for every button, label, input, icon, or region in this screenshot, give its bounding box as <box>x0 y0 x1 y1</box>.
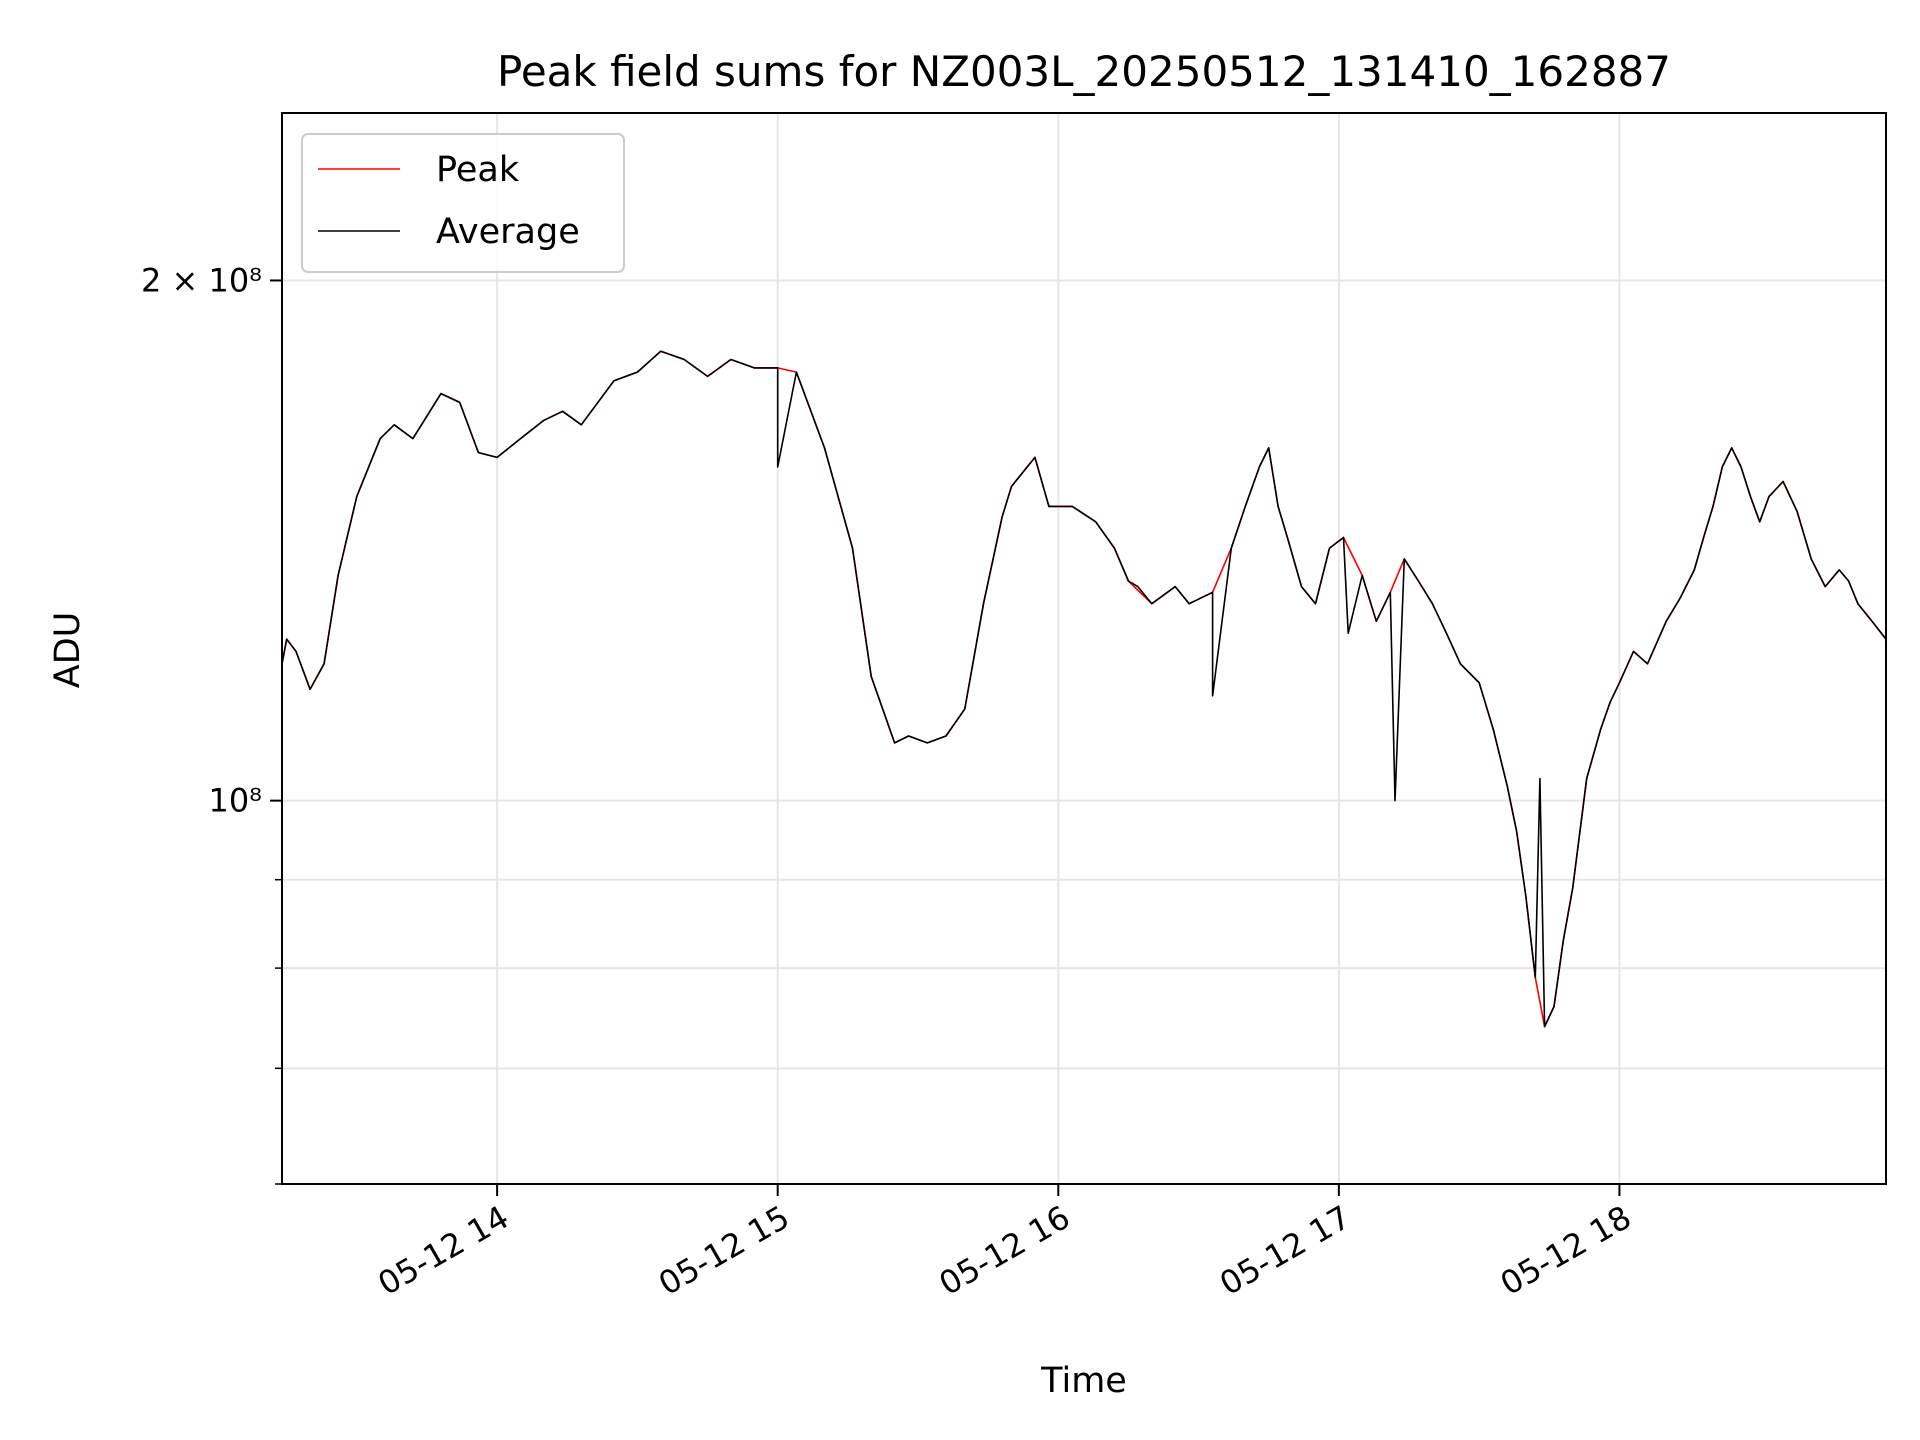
y-tick-label: 10⁸ <box>208 782 262 820</box>
y-axis-label: ADU <box>48 612 88 689</box>
y-tick-label: 2 × 10⁸ <box>141 261 262 299</box>
plot-frame <box>281 112 1887 1185</box>
series-line-average <box>281 350 1887 1028</box>
x-axis-label: Time <box>1040 1361 1127 1401</box>
grid <box>282 113 1886 1185</box>
chart-title: Peak field sums for NZ003L_20250512_1314… <box>497 47 1671 96</box>
plot-series <box>281 350 1887 1028</box>
legend-label-average: Average <box>436 212 580 252</box>
legend: Peak Average <box>301 133 625 273</box>
legend-label-peak: Peak <box>436 150 520 190</box>
y-axis-ticks: 2 × 10⁸ 10⁸ <box>141 261 282 1185</box>
